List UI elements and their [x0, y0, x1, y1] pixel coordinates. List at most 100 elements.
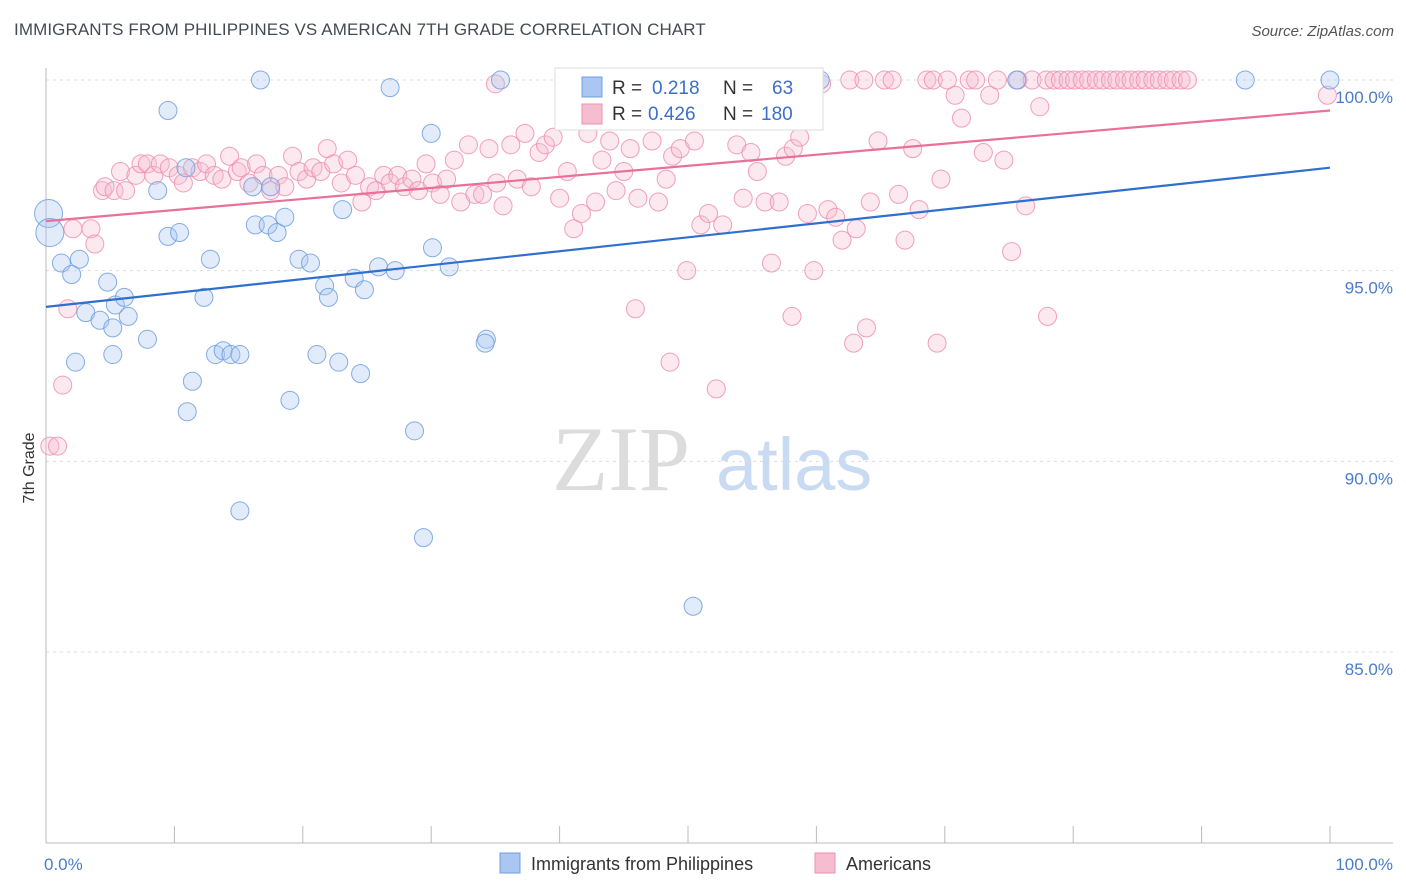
data-point [931, 169, 951, 189]
y-tick-label-0: 100.0% [1335, 88, 1393, 107]
legend-n-value-1: 63 [772, 78, 793, 99]
data-point [104, 181, 124, 201]
data-point [413, 528, 433, 548]
y-tick-label-2: 90.0% [1345, 469, 1393, 488]
data-point [230, 501, 250, 521]
data-point [98, 272, 118, 292]
data-point [927, 333, 947, 353]
data-point [351, 364, 371, 384]
data-point [1115, 70, 1135, 90]
trend-lines [45, 109, 1331, 308]
data-point [491, 70, 511, 90]
data-point [1107, 70, 1127, 90]
data-point [170, 223, 190, 243]
data-point [683, 596, 703, 616]
data-point [564, 219, 584, 239]
data-point [220, 146, 240, 166]
trend-line-immigrants [45, 166, 1331, 308]
data-point [1157, 70, 1177, 90]
data-point [684, 131, 704, 151]
data-point [485, 74, 505, 94]
data-point [439, 257, 459, 277]
data-point [212, 169, 232, 189]
data-point [173, 173, 193, 193]
data-point [501, 135, 521, 155]
y-axis-title: 7th Grade [21, 432, 38, 503]
data-point [994, 150, 1014, 170]
data-point [832, 230, 852, 250]
data-point [1177, 70, 1197, 90]
bottom-legend-label-blue: Immigrants from Philippines [531, 854, 753, 874]
data-point [1320, 70, 1340, 90]
data-point [176, 158, 196, 178]
data-point [874, 70, 894, 90]
data-point [535, 135, 555, 155]
data-point [473, 184, 493, 204]
data-point [909, 200, 929, 220]
data-point [280, 390, 300, 410]
data-point [110, 162, 130, 182]
series-americans [40, 70, 1337, 456]
data-point [338, 150, 358, 170]
data-point [158, 226, 178, 246]
data-point [699, 203, 719, 223]
legend-n-label-2: N = [723, 104, 753, 125]
data-point [1163, 70, 1183, 90]
data-point [158, 101, 178, 121]
data-point [63, 219, 83, 239]
data-point [606, 181, 626, 201]
data-point [529, 142, 549, 162]
data-point [131, 154, 151, 174]
data-point [856, 318, 876, 338]
data-point [1072, 70, 1092, 90]
data-point [1086, 70, 1106, 90]
data-point [275, 207, 295, 227]
data-point [268, 165, 288, 185]
data-point [1036, 70, 1056, 90]
data-point [550, 188, 570, 208]
data-point [761, 253, 781, 273]
bottom-legend-label-pink: Americans [846, 854, 931, 874]
data-point [380, 78, 400, 98]
data-point [782, 306, 802, 326]
data-point [1038, 306, 1058, 326]
data-point [1171, 70, 1191, 90]
data-point [882, 70, 902, 90]
data-point [1143, 70, 1163, 90]
data-point [345, 165, 365, 185]
data-point [959, 70, 979, 90]
data-point [600, 131, 620, 151]
data-point [571, 203, 591, 223]
data-point [243, 177, 263, 197]
data-point [137, 329, 157, 349]
data-point [625, 299, 645, 319]
y-tick-label-3: 85.0% [1345, 660, 1393, 679]
data-point [980, 85, 1000, 105]
data-point [846, 219, 866, 239]
data-point [465, 184, 485, 204]
data-point [1058, 70, 1078, 90]
data-point [1007, 70, 1027, 90]
data-point [804, 261, 824, 281]
data-point [1044, 70, 1064, 90]
data-point [1100, 70, 1120, 90]
data-point [301, 253, 321, 273]
data-point [354, 280, 374, 300]
y-tick-label-1: 95.0% [1345, 279, 1393, 298]
data-point [227, 162, 247, 182]
data-point [889, 184, 909, 204]
data-point [231, 158, 251, 178]
data-point [840, 70, 860, 90]
legend-r-value-2: 0.426 [648, 104, 696, 125]
data-point [1093, 70, 1113, 90]
data-point [642, 131, 662, 151]
data-point [660, 352, 680, 372]
data-point [81, 219, 101, 239]
data-point [515, 123, 535, 143]
data-point [1064, 70, 1084, 90]
data-point [987, 70, 1007, 90]
bottom-legend-swatch-blue [499, 852, 521, 874]
data-point [333, 200, 353, 220]
data-point [324, 154, 344, 174]
